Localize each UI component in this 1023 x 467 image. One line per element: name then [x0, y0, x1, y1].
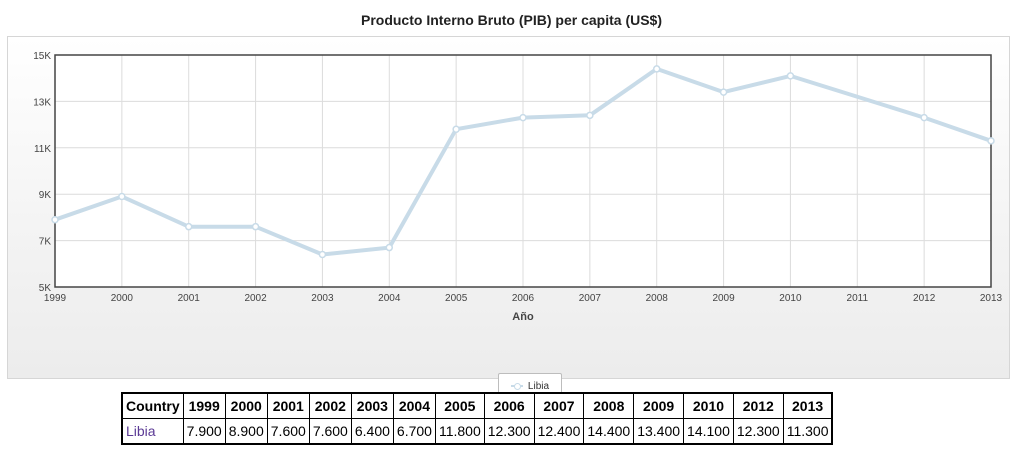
chart-panel: 5K 7K 9K 11K 13K 15K 1999 2000 2001 2002 2003 2004 2… — [7, 36, 1010, 399]
data-point — [118, 192, 126, 201]
table-cell-value: 6.700 — [392, 418, 436, 445]
x-tick-label: 2013 — [980, 293, 1003, 304]
table-header-year: 2012 — [732, 392, 784, 419]
table-header-year: 1999 — [182, 392, 226, 419]
table-header-year: 2005 — [434, 392, 485, 419]
table-cell-value: 7.600 — [308, 418, 352, 445]
data-table: Country 1999 2000 2001 2002 2003 2004 2005 2006… — [121, 392, 834, 445]
table-cell-value: 13.400 — [633, 418, 685, 445]
chart-title: Producto Interno Bruto (PIB) per capita … — [360, 12, 662, 28]
table-header-year: 2000 — [224, 392, 268, 419]
x-tick-label: 2009 — [712, 293, 735, 304]
data-point — [987, 137, 995, 145]
x-tick-label: 2010 — [779, 293, 802, 304]
x-tick-label: 2001 — [178, 293, 201, 304]
x-tick-label: 2007 — [579, 293, 602, 304]
x-tick-label: 2011 — [847, 293, 869, 304]
data-point — [586, 111, 594, 120]
plot-border — [54, 54, 992, 288]
table-header-year: 2013 — [782, 392, 833, 419]
table-cell-value: 8.900 — [224, 418, 268, 445]
data-point — [251, 222, 260, 231]
table-cell-value: 14.100 — [683, 418, 734, 445]
legend-label-libia: Libia — [527, 380, 550, 392]
data-point — [385, 243, 394, 252]
x-tick-label: 2012 — [913, 293, 936, 304]
y-tick-label: 15K — [33, 51, 51, 62]
table-cell-value: 12.300 — [483, 418, 535, 445]
table-header-country: Country — [121, 392, 184, 419]
table-cell-value: 7.600 — [266, 418, 310, 445]
table-row: Libia 7.900 8.900 7.600 7.600 6.400 6.700 11.80… — [121, 418, 833, 445]
series-line-libia — [54, 66, 992, 257]
data-point — [719, 88, 728, 96]
data-point — [920, 113, 928, 122]
table-cell-value: 11.800 — [434, 418, 485, 445]
table-header-year: 2008 — [583, 392, 635, 419]
x-tick-label: 2005 — [445, 293, 468, 304]
table-cell-value: 6.400 — [350, 418, 394, 445]
data-point — [519, 113, 527, 122]
table-cell-value: 7.900 — [182, 418, 226, 445]
x-tick-label: 2000 — [111, 293, 134, 304]
table-cell-value: 11.300 — [782, 418, 833, 445]
x-tick-label: 2008 — [646, 293, 669, 304]
table-header-year: 2007 — [533, 392, 585, 419]
table-cell-value: 12.300 — [732, 418, 784, 445]
x-tick-label: 1999 — [44, 293, 67, 304]
data-point — [452, 125, 460, 133]
x-tick-label: 2004 — [378, 293, 401, 304]
y-tick-label: 7K — [39, 237, 52, 248]
table-header-year: 2009 — [633, 392, 685, 419]
data-point — [184, 222, 193, 231]
table-header-year: 2003 — [350, 392, 394, 419]
y-tick-label: 9K — [39, 190, 52, 201]
table-header-year: 2004 — [392, 392, 436, 419]
x-tick-label: 2002 — [244, 293, 267, 304]
table-cell-value: 12.400 — [533, 418, 585, 445]
line-chart: 5K 7K 9K 11K 13K 15K 1999 2000 2001 2002 2003 2004 2… — [33, 51, 1003, 323]
y-tick-label: 11K — [34, 144, 51, 155]
x-tick-label: 2003 — [311, 293, 334, 304]
y-tick-label: 13K — [33, 97, 51, 108]
x-axis-title: Año — [512, 311, 534, 323]
table-header-row: Country 1999 2000 2001 2002 2003 2004 2005 2006… — [121, 392, 833, 419]
table-header-year: 2006 — [483, 392, 535, 419]
table-header-year: 2002 — [308, 392, 352, 419]
data-point — [652, 65, 661, 73]
table-cell-country[interactable]: Libia — [121, 418, 184, 445]
data-point — [786, 72, 795, 80]
y-tick-label: 5K — [39, 283, 52, 294]
data-point — [51, 215, 59, 224]
table-header-year: 2001 — [266, 392, 310, 419]
legend-marker-icon — [510, 382, 523, 390]
data-point — [318, 250, 327, 259]
table-cell-value: 14.400 — [583, 418, 635, 445]
x-tick-label: 2006 — [512, 293, 535, 304]
table-header-year: 2010 — [683, 392, 734, 419]
